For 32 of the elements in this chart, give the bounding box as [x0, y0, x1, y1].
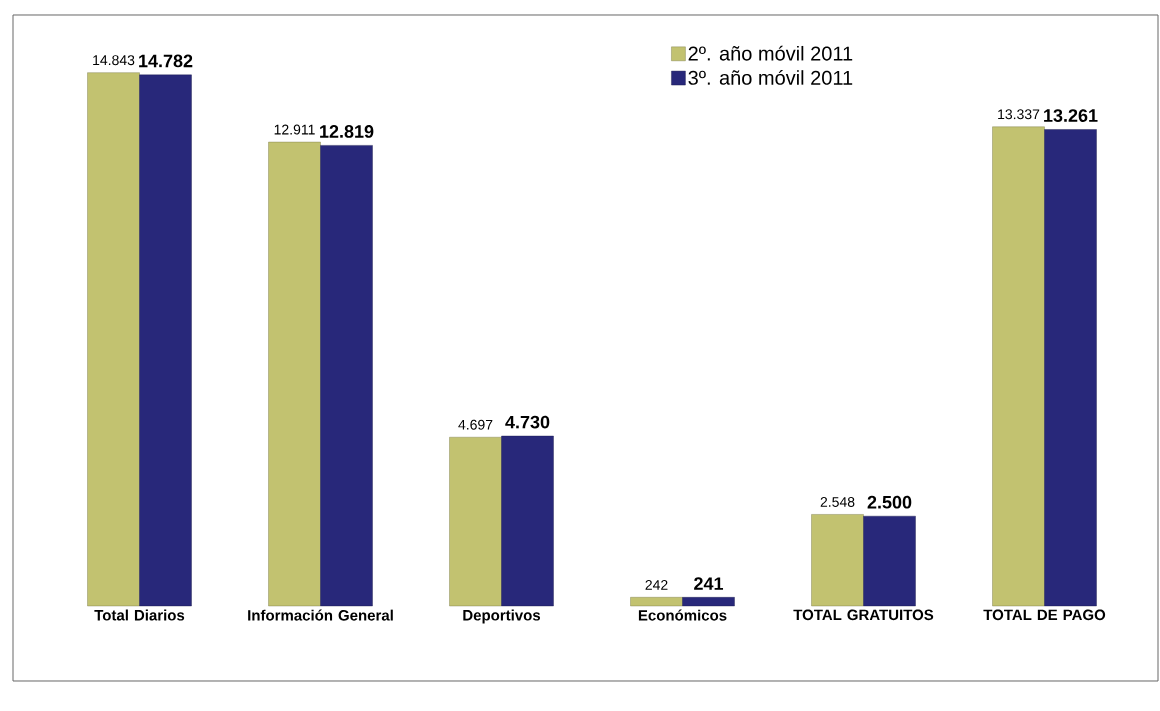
- bar: [1044, 129, 1097, 607]
- bar: [320, 145, 373, 607]
- x-tick-label: Deportivos: [463, 609, 541, 624]
- bar: [630, 597, 683, 607]
- legend-label: 2º. año móvil 2011: [688, 45, 853, 61]
- data-label: 12.819: [320, 125, 374, 138]
- x-tick-label: Información General: [248, 609, 393, 621]
- bar: [87, 72, 140, 607]
- data-label: 13.337: [998, 109, 1040, 120]
- bar: [501, 435, 554, 607]
- bar: [992, 126, 1045, 607]
- x-tick-label: TOTAL GRATUITOS: [793, 609, 934, 621]
- data-label: 4.697: [458, 419, 493, 430]
- data-label: 242: [645, 579, 668, 590]
- bar: [682, 597, 735, 607]
- x-tick-label: TOTAL DE PAGO: [983, 609, 1106, 621]
- data-label: 14.782: [139, 54, 193, 68]
- x-tick-label: Total Diarios: [94, 609, 185, 621]
- data-label: 12.911: [274, 124, 315, 135]
- x-tick-label: Económicos: [638, 609, 727, 621]
- data-label: 2.500: [867, 495, 912, 509]
- data-label: 241: [694, 577, 724, 590]
- data-label: 4.730: [505, 415, 550, 429]
- data-label: 13.261: [1044, 109, 1098, 122]
- data-label: 2.548: [820, 496, 855, 507]
- bar: [139, 74, 192, 607]
- legend-label: 3º. año móvil 2011: [688, 69, 853, 85]
- bar: [268, 141, 321, 607]
- data-label: 14.843: [93, 55, 135, 66]
- bar: [863, 515, 916, 607]
- bar: [449, 437, 502, 607]
- bar: [811, 514, 864, 607]
